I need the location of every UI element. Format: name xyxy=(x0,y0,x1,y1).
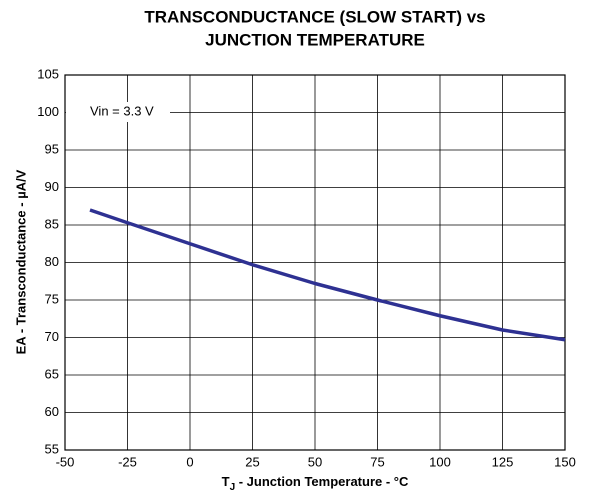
x-axis-label-symbol: T xyxy=(222,474,230,489)
chart-title: JUNCTION TEMPERATURE xyxy=(205,30,425,49)
x-tick-label: 100 xyxy=(429,454,451,469)
x-axis-label-text: - Junction Temperature - °C xyxy=(235,474,409,489)
y-tick-label: 75 xyxy=(45,291,59,306)
x-tick-label: 150 xyxy=(554,454,576,469)
y-tick-label: 80 xyxy=(45,254,59,269)
x-tick-label: 25 xyxy=(245,454,259,469)
y-tick-label: 65 xyxy=(45,366,59,381)
x-tick-label: -25 xyxy=(118,454,137,469)
y-axis-label: EA - Transconductance - µA/V xyxy=(13,169,28,354)
y-tick-label: 90 xyxy=(45,179,59,194)
y-tick-label: 95 xyxy=(45,141,59,156)
x-tick-label: 125 xyxy=(492,454,514,469)
y-tick-label: 70 xyxy=(45,329,59,344)
data-line xyxy=(89,208,566,342)
x-axis-label-subscript: J xyxy=(230,482,236,493)
y-tick-label: 55 xyxy=(45,441,59,456)
x-tick-label: 75 xyxy=(370,454,384,469)
chart-title: TRANSCONDUCTANCE (SLOW START) vs xyxy=(144,7,485,26)
x-tick-label: 0 xyxy=(186,454,193,469)
x-axis-label: TJ - Junction Temperature - °C xyxy=(222,474,409,492)
annotation: Vin = 3.3 V xyxy=(90,103,154,118)
y-tick-label: 85 xyxy=(45,216,59,231)
x-tick-label: -50 xyxy=(56,454,75,469)
y-tick-label: 105 xyxy=(37,66,59,81)
plot-frame xyxy=(64,74,566,451)
grid xyxy=(64,74,566,451)
y-tick-label: 60 xyxy=(45,404,59,419)
annotation-background xyxy=(66,102,170,122)
x-tick-label: 50 xyxy=(308,454,322,469)
y-tick-label: 100 xyxy=(37,104,59,119)
